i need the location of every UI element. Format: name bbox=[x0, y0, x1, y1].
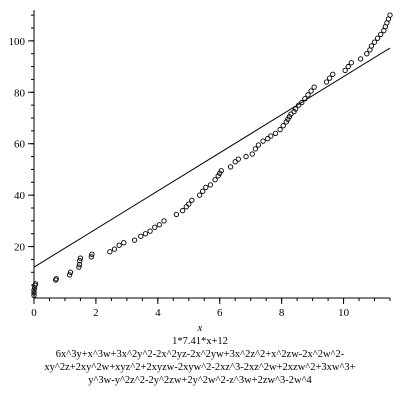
data-point bbox=[387, 12, 393, 18]
data-point bbox=[215, 173, 221, 179]
data-point bbox=[364, 51, 370, 57]
data-point bbox=[152, 224, 158, 230]
data-point bbox=[31, 290, 37, 296]
data-point bbox=[76, 264, 82, 270]
data-point bbox=[260, 138, 266, 144]
data-point bbox=[116, 242, 122, 248]
x-tick-label: 0 bbox=[31, 307, 37, 319]
data-point bbox=[147, 228, 153, 234]
data-point bbox=[286, 114, 293, 120]
data-point bbox=[227, 164, 234, 170]
data-point bbox=[67, 269, 74, 275]
data-point bbox=[305, 92, 311, 98]
data-point bbox=[179, 207, 186, 214]
data-point bbox=[232, 159, 238, 165]
data-point bbox=[189, 197, 195, 203]
data-point bbox=[173, 211, 180, 218]
data-point bbox=[268, 133, 274, 139]
formula-line: 6x^3y+x^3w+3x^2y^2-2x^2yz-2x^2yw+3x^2z^2… bbox=[55, 349, 345, 360]
data-point bbox=[280, 123, 286, 129]
data-point bbox=[326, 75, 333, 81]
data-point bbox=[285, 116, 291, 122]
data-point bbox=[277, 126, 283, 133]
polynomial-caption: 6x^3y+x^3w+3x^2y^2-2x^2yz-2x^2yw+3x^2z^2… bbox=[0, 348, 400, 387]
data-point bbox=[161, 218, 167, 224]
data-point bbox=[371, 39, 378, 45]
tick-marks: 0 2 4 6 8 10 20 40 60 80 100 bbox=[9, 14, 391, 319]
data-point bbox=[291, 108, 297, 115]
data-point bbox=[374, 35, 381, 41]
fit-line-label: 1*7.41*x+12 bbox=[172, 336, 228, 347]
data-point bbox=[368, 43, 375, 49]
x-tick-label: 8 bbox=[279, 307, 285, 319]
data-point bbox=[288, 111, 294, 117]
data-point bbox=[265, 135, 271, 142]
y-tick-label: 60 bbox=[14, 139, 26, 151]
data-point bbox=[272, 130, 279, 137]
data-point bbox=[235, 156, 241, 162]
formula-line: xy^2z+2xy^2w+xyz^2+2xyzw-2xyw^2-2xz^3-2x… bbox=[44, 362, 356, 373]
axes bbox=[33, 10, 390, 299]
data-points bbox=[31, 12, 393, 299]
data-point bbox=[283, 119, 289, 125]
data-point bbox=[212, 177, 218, 183]
data-point bbox=[311, 84, 317, 90]
data-point bbox=[111, 246, 118, 252]
data-point bbox=[66, 272, 73, 278]
x-tick-label: 4 bbox=[155, 307, 161, 319]
data-point bbox=[32, 281, 39, 287]
data-point bbox=[378, 31, 384, 38]
data-point bbox=[243, 153, 249, 160]
data-point bbox=[342, 67, 348, 74]
data-point bbox=[31, 292, 37, 299]
y-tick-label: 20 bbox=[14, 242, 26, 254]
data-point bbox=[330, 71, 336, 77]
data-point bbox=[88, 254, 94, 260]
data-point bbox=[299, 99, 305, 106]
x-tick-label: 10 bbox=[338, 307, 350, 319]
data-point bbox=[345, 63, 351, 70]
data-point bbox=[200, 188, 206, 194]
data-point bbox=[77, 255, 84, 261]
y-tick-label: 100 bbox=[9, 36, 26, 48]
data-point bbox=[302, 96, 308, 102]
data-point bbox=[89, 251, 95, 257]
data-point bbox=[131, 237, 138, 243]
x-tick-label: 6 bbox=[217, 307, 223, 319]
fit-line bbox=[33, 47, 391, 268]
data-point bbox=[323, 79, 330, 85]
data-point bbox=[142, 231, 149, 237]
data-point bbox=[121, 240, 127, 246]
data-point bbox=[217, 170, 223, 176]
regression-line bbox=[33, 47, 391, 268]
data-point bbox=[53, 276, 59, 282]
data-point bbox=[183, 204, 189, 210]
data-point bbox=[186, 201, 192, 207]
data-point bbox=[77, 258, 83, 264]
y-tick-label: 80 bbox=[14, 87, 26, 99]
data-point bbox=[249, 151, 255, 157]
data-point bbox=[255, 142, 262, 148]
data-point bbox=[207, 182, 214, 188]
data-point bbox=[76, 261, 83, 268]
data-point bbox=[252, 146, 258, 152]
data-point bbox=[296, 102, 302, 108]
data-point bbox=[357, 56, 364, 62]
data-point bbox=[138, 233, 144, 239]
data-point bbox=[107, 249, 113, 255]
data-point bbox=[348, 60, 354, 66]
data-point bbox=[308, 88, 314, 94]
data-point bbox=[31, 287, 37, 293]
data-point bbox=[292, 106, 299, 112]
scatter-plot: 0 2 4 6 8 10 20 40 60 80 100 bbox=[9, 10, 393, 319]
y-tick-label: 40 bbox=[14, 190, 26, 202]
data-point bbox=[218, 168, 224, 174]
data-point bbox=[156, 222, 163, 228]
data-point bbox=[196, 192, 203, 198]
formula-line: y^3w-y^2z^2-2y^2zw+2y^2w^2-z^3w+2zw^3-2w… bbox=[88, 375, 312, 386]
x-tick-label: 2 bbox=[93, 307, 99, 319]
x-axis-label: x bbox=[197, 323, 203, 334]
data-point bbox=[203, 184, 209, 191]
